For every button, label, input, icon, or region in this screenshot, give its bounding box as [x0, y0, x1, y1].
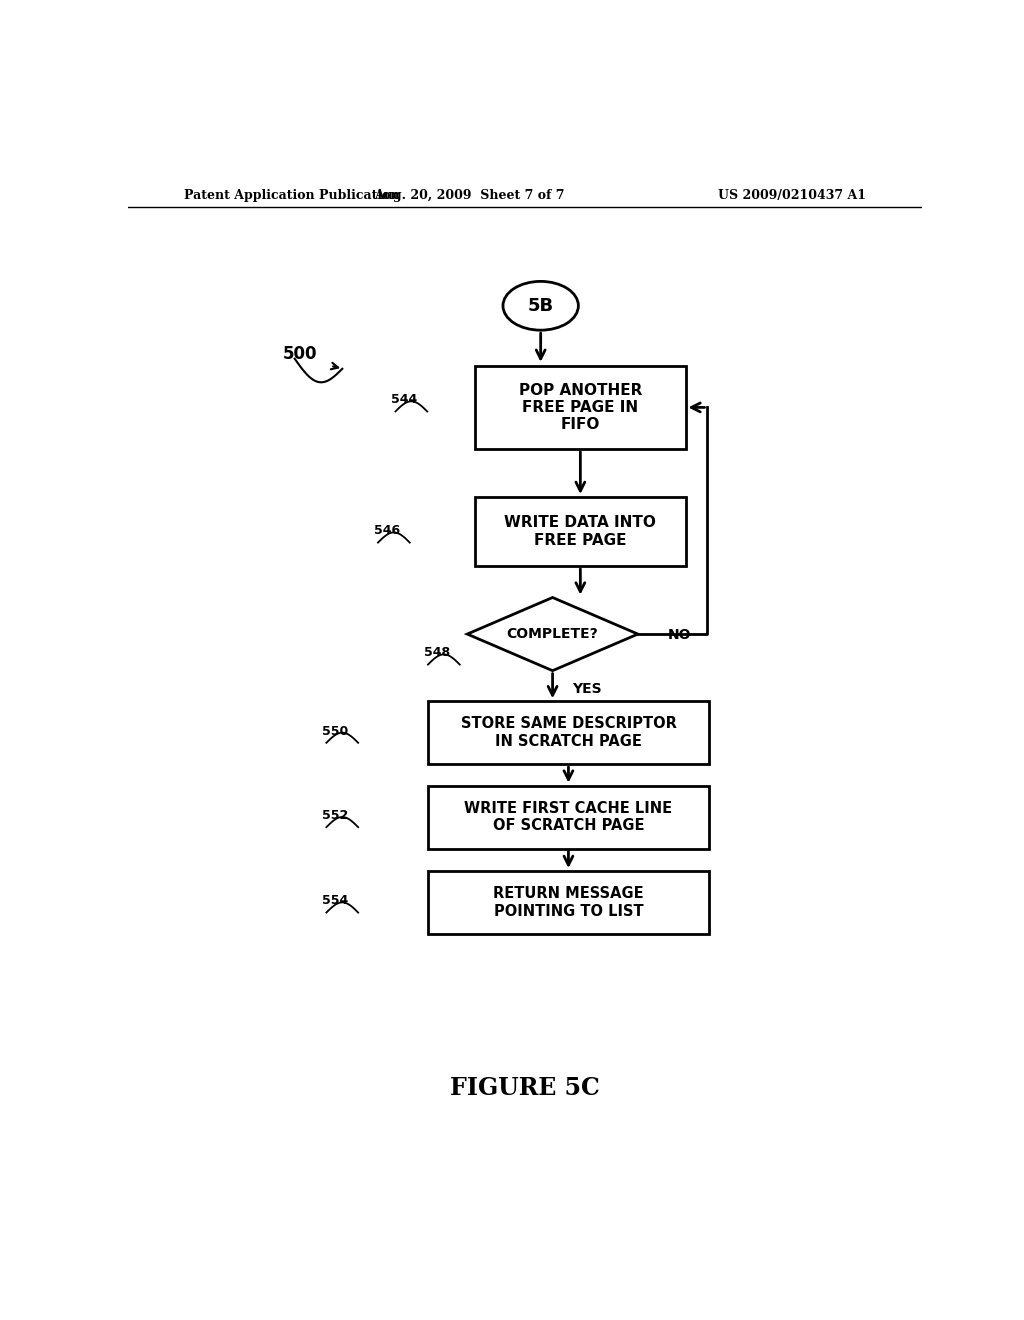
Text: COMPLETE?: COMPLETE? — [507, 627, 598, 642]
Text: POP ANOTHER
FREE PAGE IN
FIFO: POP ANOTHER FREE PAGE IN FIFO — [519, 383, 642, 433]
Text: 550: 550 — [323, 725, 349, 738]
Text: RETURN MESSAGE
POINTING TO LIST: RETURN MESSAGE POINTING TO LIST — [494, 886, 644, 919]
FancyBboxPatch shape — [475, 366, 685, 449]
Text: 544: 544 — [391, 393, 418, 407]
Text: Patent Application Publication: Patent Application Publication — [183, 189, 399, 202]
Text: FIGURE 5C: FIGURE 5C — [450, 1076, 600, 1101]
Text: US 2009/0210437 A1: US 2009/0210437 A1 — [718, 189, 866, 202]
Text: WRITE DATA INTO
FREE PAGE: WRITE DATA INTO FREE PAGE — [505, 515, 656, 548]
Text: 554: 554 — [323, 894, 349, 907]
Text: YES: YES — [572, 682, 602, 696]
Text: WRITE FIRST CACHE LINE
OF SCRATCH PAGE: WRITE FIRST CACHE LINE OF SCRATCH PAGE — [465, 801, 673, 833]
Text: STORE SAME DESCRIPTOR
IN SCRATCH PAGE: STORE SAME DESCRIPTOR IN SCRATCH PAGE — [461, 717, 677, 748]
Polygon shape — [467, 598, 638, 671]
Text: 548: 548 — [424, 647, 451, 659]
Text: Aug. 20, 2009  Sheet 7 of 7: Aug. 20, 2009 Sheet 7 of 7 — [374, 189, 564, 202]
Text: 552: 552 — [323, 809, 349, 822]
FancyBboxPatch shape — [428, 871, 710, 935]
FancyBboxPatch shape — [428, 785, 710, 849]
Text: 5B: 5B — [527, 297, 554, 314]
Ellipse shape — [503, 281, 579, 330]
FancyBboxPatch shape — [428, 701, 710, 764]
FancyBboxPatch shape — [475, 496, 685, 566]
Text: 500: 500 — [283, 345, 317, 363]
Text: 546: 546 — [374, 524, 400, 537]
Text: NO: NO — [668, 628, 691, 642]
